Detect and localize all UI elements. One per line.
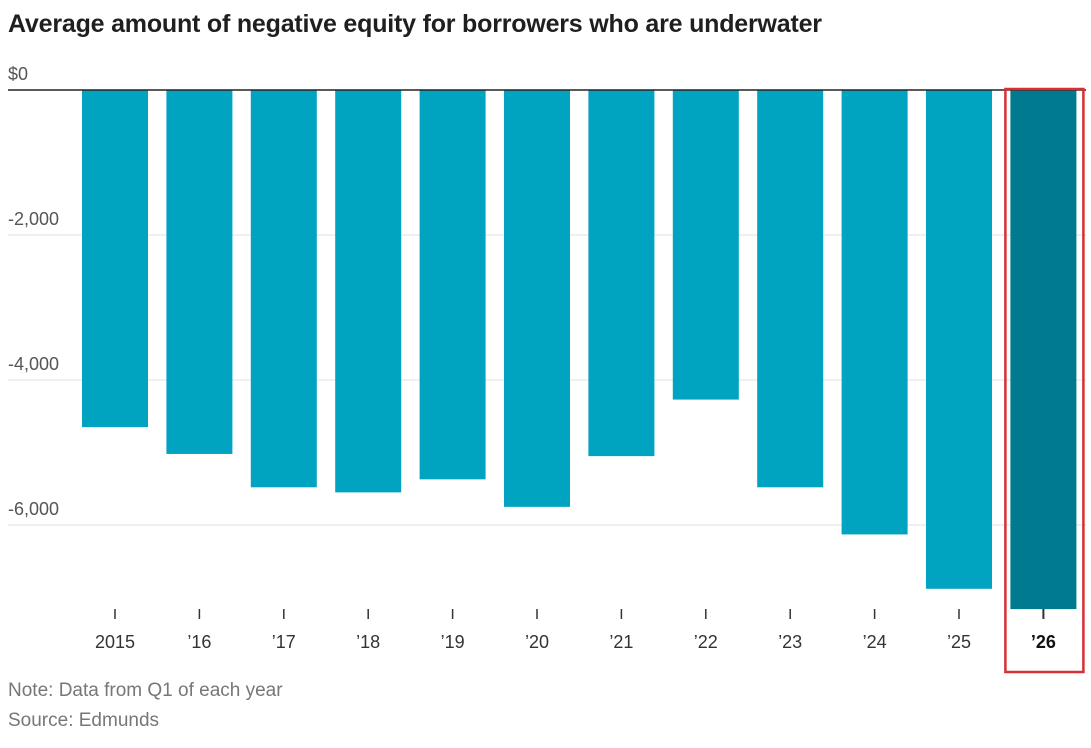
x-tick-label: ’24 — [863, 632, 887, 652]
bar — [588, 90, 655, 457]
bar — [841, 90, 908, 535]
x-tick-label: 2015 — [95, 632, 135, 652]
bar — [419, 90, 486, 480]
x-tick-label: ’22 — [694, 632, 718, 652]
bar — [672, 90, 739, 400]
bar — [250, 90, 317, 488]
x-tick-label: ’21 — [609, 632, 633, 652]
y-tick-label: -2,000 — [8, 209, 59, 229]
bar — [1010, 90, 1077, 610]
bar — [335, 90, 402, 493]
x-tick-label: ’23 — [778, 632, 802, 652]
x-tick-label: ’20 — [525, 632, 549, 652]
bar — [757, 90, 824, 488]
x-tick-label: ’26 — [1031, 632, 1056, 652]
bar — [504, 90, 570, 507]
bars — [82, 90, 1077, 610]
y-tick-label: -6,000 — [8, 499, 59, 519]
x-tick-label: ’17 — [272, 632, 296, 652]
y-tick-label: -4,000 — [8, 354, 59, 374]
x-tick-label: ’18 — [356, 632, 380, 652]
bar — [82, 90, 148, 428]
highlight-box — [1004, 87, 1085, 674]
highlight-layer — [1004, 87, 1085, 674]
x-tick-label: ’19 — [441, 632, 465, 652]
bar — [926, 90, 992, 589]
x-tick-label: ’25 — [947, 632, 971, 652]
y-tick-label: $0 — [8, 64, 28, 84]
axes — [8, 89, 1086, 619]
chart-title: Average amount of negative equity for bo… — [8, 10, 822, 38]
x-tick-label: ’16 — [187, 632, 211, 652]
chart-note: Note: Data from Q1 of each year — [8, 680, 283, 701]
chart-source: Source: Edmunds — [8, 710, 160, 731]
bar — [166, 90, 233, 454]
tick-labels: $0 -2,000 -4,000 -6,000 2015 ’16 ’17 ’18 ’19 ’20 ’… — [8, 64, 1056, 652]
